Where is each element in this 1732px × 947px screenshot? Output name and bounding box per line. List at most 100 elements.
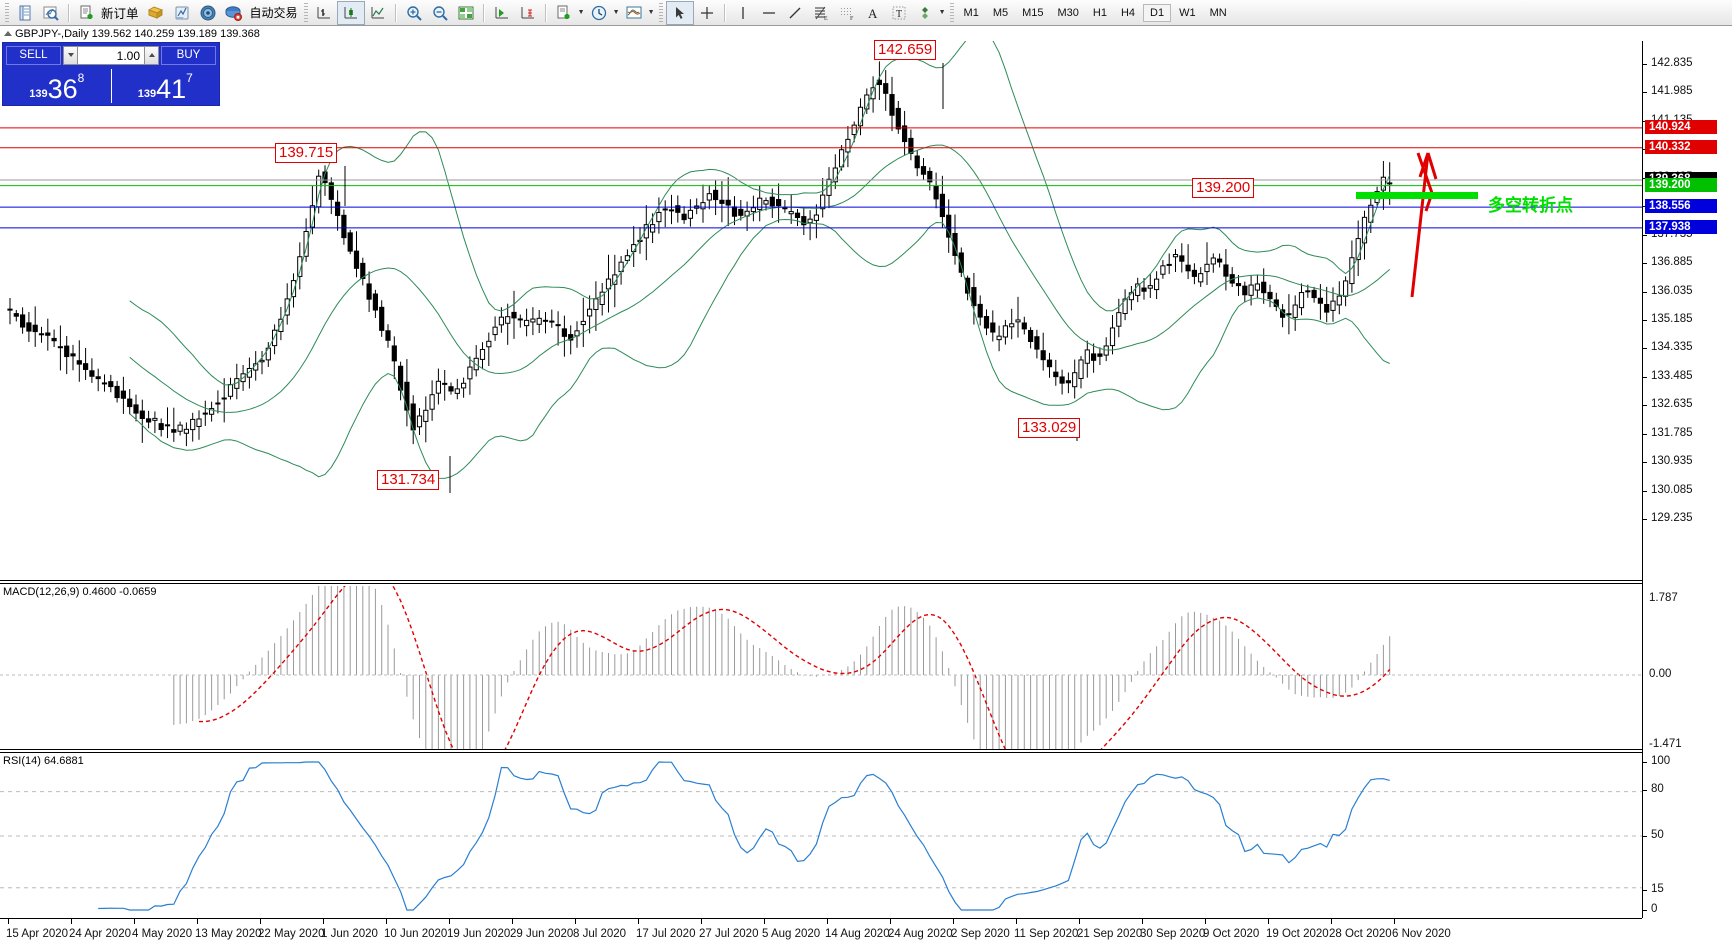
support-tag[interactable]: 137.938 [1645, 219, 1717, 234]
cursor-icon[interactable] [665, 0, 694, 25]
price-tick: 133.485 [1643, 370, 1693, 382]
timeframe-m15[interactable]: M15 [1022, 6, 1044, 19]
chevron-down-icon-templates[interactable]: ▼ [577, 9, 585, 16]
annotation-142659[interactable]: 142.659 [874, 40, 937, 60]
chevron-down-icon-indicators[interactable]: ▼ [647, 9, 655, 16]
sell-price-base: 139 [29, 88, 48, 100]
time-tick [1394, 919, 1395, 924]
toolbar-grip-3[interactable] [658, 2, 663, 23]
resistance-tag[interactable]: 140.924 [1645, 119, 1717, 134]
support-tag[interactable]: 138.556 [1645, 199, 1717, 214]
pivot-tag[interactable]: 139.200 [1645, 177, 1717, 192]
annotation-139715[interactable]: 139.715 [275, 143, 338, 163]
timeframe-d1[interactable]: D1 [1143, 3, 1172, 22]
sell-button[interactable]: SELL [6, 45, 61, 65]
navigator-icon[interactable] [169, 2, 195, 24]
toolbar-separator-4 [544, 3, 547, 22]
macd-canvas [0, 586, 1642, 750]
autotrade-label[interactable]: 自动交易 [249, 6, 298, 20]
data-window-icon[interactable] [143, 2, 169, 24]
timeframe-h4[interactable]: H4 [1120, 6, 1136, 19]
annotation-139200[interactable]: 139.200 [1192, 178, 1255, 198]
resistance-tag[interactable]: 140.332 [1645, 139, 1717, 154]
zoom-out-icon[interactable] [427, 2, 453, 24]
sell-price-quote[interactable]: 139 36 8 [3, 67, 111, 105]
time-tick [1205, 919, 1206, 924]
time-label: 2 Sep 2020 [951, 928, 1010, 940]
objects-icon[interactable] [912, 2, 938, 24]
trade-panel-top-row: SELL 1.00 BUY [3, 43, 219, 67]
candlestick-chart-icon[interactable] [336, 0, 365, 25]
buy-price-quote[interactable]: 139 41 7 [112, 67, 220, 105]
time-tick [1268, 919, 1269, 924]
price-chart-pane[interactable] [0, 41, 1642, 582]
text-label-icon[interactable]: T [886, 2, 912, 24]
hline-icon[interactable] [756, 2, 782, 24]
time-axis[interactable]: 15 Apr 2020 24 Apr 2020 4 May 2020 13 May 2… [0, 918, 1642, 947]
price-tick: 130.935 [1643, 455, 1693, 467]
indicators-icon[interactable] [621, 2, 647, 24]
trendline-icon[interactable] [782, 2, 808, 24]
price-axis[interactable]: 142.835141.985141.135140.285139.435138.5… [1642, 41, 1732, 918]
signals-icon[interactable] [195, 2, 221, 24]
symbol-text: GBPJPY-,Daily 139.562 140.259 139.189 13… [15, 28, 260, 40]
timeframe-m1[interactable]: M1 [963, 6, 979, 19]
chinese-annotation-text[interactable]: 多空转折点 [1488, 196, 1573, 216]
templates-icon[interactable] [551, 2, 577, 24]
time-label: 21 Sep 2020 [1077, 928, 1143, 940]
time-tick [1079, 919, 1080, 924]
svg-text:E: E [824, 16, 828, 21]
fibonacci-icon[interactable]: E [808, 2, 834, 24]
time-label: 4 May 2020 [132, 928, 193, 940]
pivot-highlight-bar [1356, 192, 1478, 199]
volume-input[interactable]: 1.00 [78, 45, 144, 65]
macd-tick: 1.787 [1649, 592, 1678, 604]
equidistant-channel-icon[interactable]: F [834, 2, 860, 24]
sell-price-big: 36 [47, 74, 78, 104]
volume-stepper[interactable]: 1.00 [63, 45, 159, 65]
toolbar-grip-2[interactable] [303, 2, 308, 23]
chevron-down-icon-period[interactable]: ▼ [612, 9, 620, 16]
annotation-131734[interactable]: 131.734 [377, 470, 440, 490]
line-chart-icon[interactable] [365, 2, 391, 24]
rsi-tick: 0 [1643, 903, 1657, 915]
one-click-trading-panel[interactable]: SELL 1.00 BUY 139 36 8 139 41 7 [2, 42, 220, 106]
new-order-label[interactable]: 新订单 [101, 7, 139, 21]
new-order-icon[interactable] [74, 2, 100, 24]
zoom-in-icon[interactable] [401, 2, 427, 24]
macd-pane[interactable] [0, 586, 1642, 750]
magnifier-chart-icon[interactable] [38, 2, 64, 24]
rsi-pane[interactable] [0, 755, 1642, 918]
time-label: 19 Oct 2020 [1266, 928, 1329, 940]
timeframe-h1[interactable]: H1 [1092, 6, 1107, 19]
macd-tick: -1.471 [1649, 738, 1682, 750]
autoscroll-icon[interactable] [515, 2, 541, 24]
text-icon[interactable]: A [860, 2, 886, 24]
rsi-line [98, 761, 1390, 911]
annotation-133029[interactable]: 133.029 [1018, 418, 1081, 438]
chevron-down-icon-objects[interactable]: ▼ [938, 9, 946, 16]
rsi-tick: 80 [1643, 783, 1664, 795]
shift-end-icon[interactable] [489, 2, 515, 24]
timeframe-m30[interactable]: M30 [1057, 6, 1079, 19]
chart-symbol-line: GBPJPY-,Daily 139.562 140.259 139.189 13… [0, 27, 1732, 41]
price-tick: 130.085 [1643, 484, 1693, 496]
time-label: 14 Aug 2020 [825, 928, 890, 940]
toolbar-grip-4[interactable] [949, 2, 954, 23]
document-icon[interactable] [12, 2, 38, 24]
toolbar-grip[interactable] [5, 2, 9, 23]
timeframe-mn[interactable]: MN [1209, 6, 1227, 19]
timeframe-m5[interactable]: M5 [992, 6, 1009, 19]
time-label: 5 Aug 2020 [762, 928, 821, 940]
toolbar-separator-3 [482, 3, 485, 22]
market-watch-icon[interactable] [453, 2, 479, 24]
period-icon[interactable] [586, 2, 612, 24]
volume-increase-button[interactable] [144, 45, 159, 65]
bar-chart-icon[interactable] [311, 2, 337, 24]
buy-button[interactable]: BUY [161, 45, 216, 65]
autotrading-icon[interactable] [221, 2, 247, 24]
crosshair-icon[interactable] [694, 2, 720, 24]
volume-decrease-button[interactable] [63, 45, 78, 65]
timeframe-w1[interactable]: W1 [1179, 6, 1196, 19]
vline-icon[interactable] [730, 2, 756, 24]
